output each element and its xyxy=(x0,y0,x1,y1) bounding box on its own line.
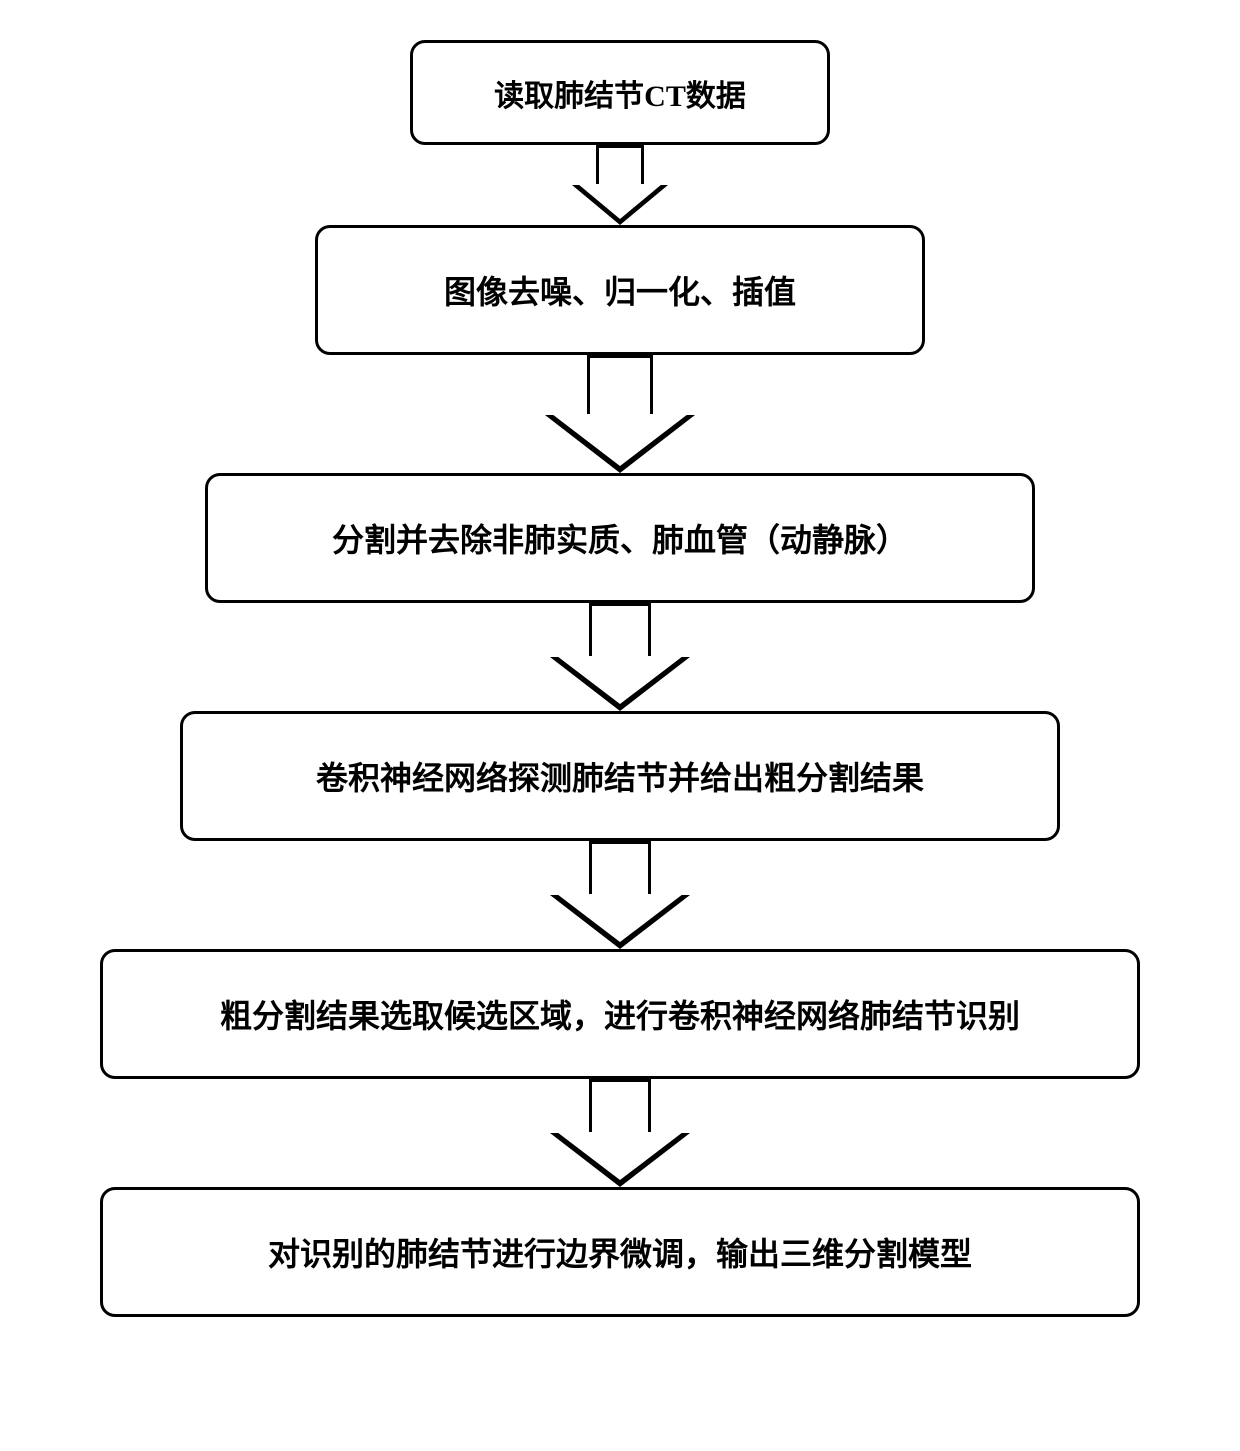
flow-step-2: 图像去噪、归一化、插值 xyxy=(315,225,925,355)
flow-step-6-label: 对识别的肺结节进行边界微调，输出三维分割模型 xyxy=(268,1229,972,1275)
flow-step-1-label: 读取肺结节CT数据 xyxy=(494,71,746,115)
flow-step-4-label: 卷积神经网络探测肺结节并给出粗分割结果 xyxy=(316,753,924,799)
flow-step-3: 分割并去除非肺实质、肺血管（动静脉） xyxy=(205,473,1035,603)
arrow-5: .arrow-wrapper:nth-of-type(10) .arrow-he… xyxy=(550,1079,690,1187)
flow-step-2-label: 图像去噪、归一化、插值 xyxy=(444,267,796,313)
arrow-3: .arrow-wrapper:nth-of-type(6) .arrow-hea… xyxy=(550,603,690,711)
flow-step-5: 粗分割结果选取候选区域，进行卷积神经网络肺结节识别 xyxy=(100,949,1140,1079)
arrow-2: .arrow-wrapper:nth-of-type(4) .arrow-hea… xyxy=(545,355,695,473)
flow-step-3-label: 分割并去除非肺实质、肺血管（动静脉） xyxy=(332,515,908,561)
arrow-1: .arrow-wrapper:nth-of-type(2) .arrow-hea… xyxy=(572,145,668,225)
flow-step-1: 读取肺结节CT数据 xyxy=(410,40,830,145)
arrow-4: .arrow-wrapper:nth-of-type(8) .arrow-hea… xyxy=(550,841,690,949)
flow-step-6: 对识别的肺结节进行边界微调，输出三维分割模型 xyxy=(100,1187,1140,1317)
flow-step-4: 卷积神经网络探测肺结节并给出粗分割结果 xyxy=(180,711,1060,841)
flow-step-5-label: 粗分割结果选取候选区域，进行卷积神经网络肺结节识别 xyxy=(220,991,1020,1037)
